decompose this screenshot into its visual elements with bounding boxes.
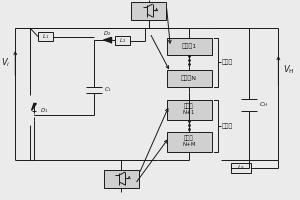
Bar bbox=[167, 132, 211, 152]
Text: $D_2$: $D_2$ bbox=[103, 30, 112, 38]
Text: $L_1$: $L_1$ bbox=[42, 32, 49, 41]
Polygon shape bbox=[103, 37, 112, 43]
Bar bbox=[116, 36, 130, 45]
Text: $V_i$: $V_i$ bbox=[1, 57, 10, 69]
Text: $L_2$: $L_2$ bbox=[119, 36, 126, 45]
Bar bbox=[103, 170, 139, 188]
Text: 子模块
N+M: 子模块 N+M bbox=[182, 135, 196, 147]
Text: $V_{\rm H}$: $V_{\rm H}$ bbox=[283, 64, 295, 76]
Bar bbox=[231, 163, 251, 173]
Text: 子模块N: 子模块N bbox=[181, 75, 197, 81]
Text: 上桥臂: 上桥臂 bbox=[221, 59, 233, 65]
Polygon shape bbox=[32, 104, 36, 110]
Text: 子模块1: 子模块1 bbox=[182, 43, 196, 49]
Text: 下桥臂: 下桥臂 bbox=[221, 123, 233, 129]
Text: $C_1$: $C_1$ bbox=[103, 86, 112, 94]
Bar bbox=[131, 2, 166, 20]
Bar bbox=[167, 38, 211, 55]
Text: $L_{\rm S}$: $L_{\rm S}$ bbox=[237, 164, 245, 172]
Text: $D_1$: $D_1$ bbox=[40, 107, 48, 115]
Bar bbox=[167, 70, 211, 87]
Bar bbox=[167, 100, 211, 120]
Text: $C_{\rm H}$: $C_{\rm H}$ bbox=[259, 101, 268, 109]
Text: 子模块
N+1: 子模块 N+1 bbox=[183, 103, 195, 115]
Bar bbox=[38, 32, 52, 41]
